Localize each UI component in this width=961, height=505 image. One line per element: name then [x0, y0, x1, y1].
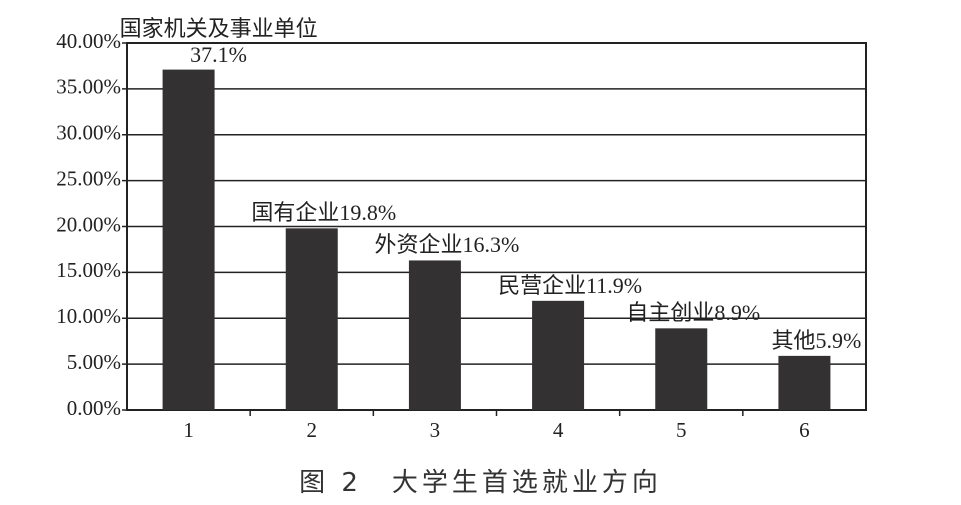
- bar: [408, 260, 461, 410]
- value-label: 自主创业8.9%: [626, 300, 761, 326]
- x-tick-label: 5: [676, 418, 687, 442]
- y-tick-label: 0.00%: [67, 396, 121, 420]
- x-tick-label: 4: [553, 418, 564, 442]
- value-label: 国有企业19.8%: [251, 200, 397, 226]
- bar: [162, 69, 215, 411]
- y-tick-label: 10.00%: [56, 304, 121, 328]
- y-tick-label: 25.00%: [56, 166, 121, 190]
- y-tick-label: 40.00%: [56, 29, 121, 53]
- bar: [655, 328, 708, 410]
- x-tick-label: 1: [183, 418, 194, 442]
- bar: [285, 228, 338, 410]
- value-label: 民营企业11.9%: [498, 272, 643, 298]
- y-tick-label: 20.00%: [56, 212, 121, 236]
- x-tick-label: 3: [430, 418, 441, 442]
- y-tick-label: 30.00%: [56, 121, 121, 145]
- x-tick-label: 2: [307, 418, 318, 442]
- chart-title: 图 2 大学生首选就业方向: [299, 468, 662, 498]
- x-tick-label: 6: [799, 418, 810, 442]
- value-label: 其他5.9%: [771, 327, 862, 353]
- y-tick-label: 15.00%: [56, 258, 121, 282]
- y-tick-label: 35.00%: [56, 75, 121, 99]
- y-tick-label: 5.00%: [67, 350, 121, 374]
- bar: [778, 355, 831, 410]
- bar: [532, 300, 585, 410]
- value-label: 国家机关及事业单位37.1%: [119, 15, 318, 67]
- value-label: 外资企业16.3%: [374, 232, 520, 258]
